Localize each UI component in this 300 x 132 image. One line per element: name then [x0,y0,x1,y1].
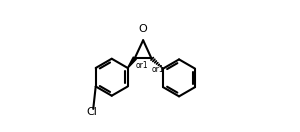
Text: O: O [139,24,148,34]
Polygon shape [128,57,136,68]
Text: or1: or1 [152,65,165,74]
Text: Cl: Cl [86,107,97,117]
Text: or1: or1 [136,61,148,70]
